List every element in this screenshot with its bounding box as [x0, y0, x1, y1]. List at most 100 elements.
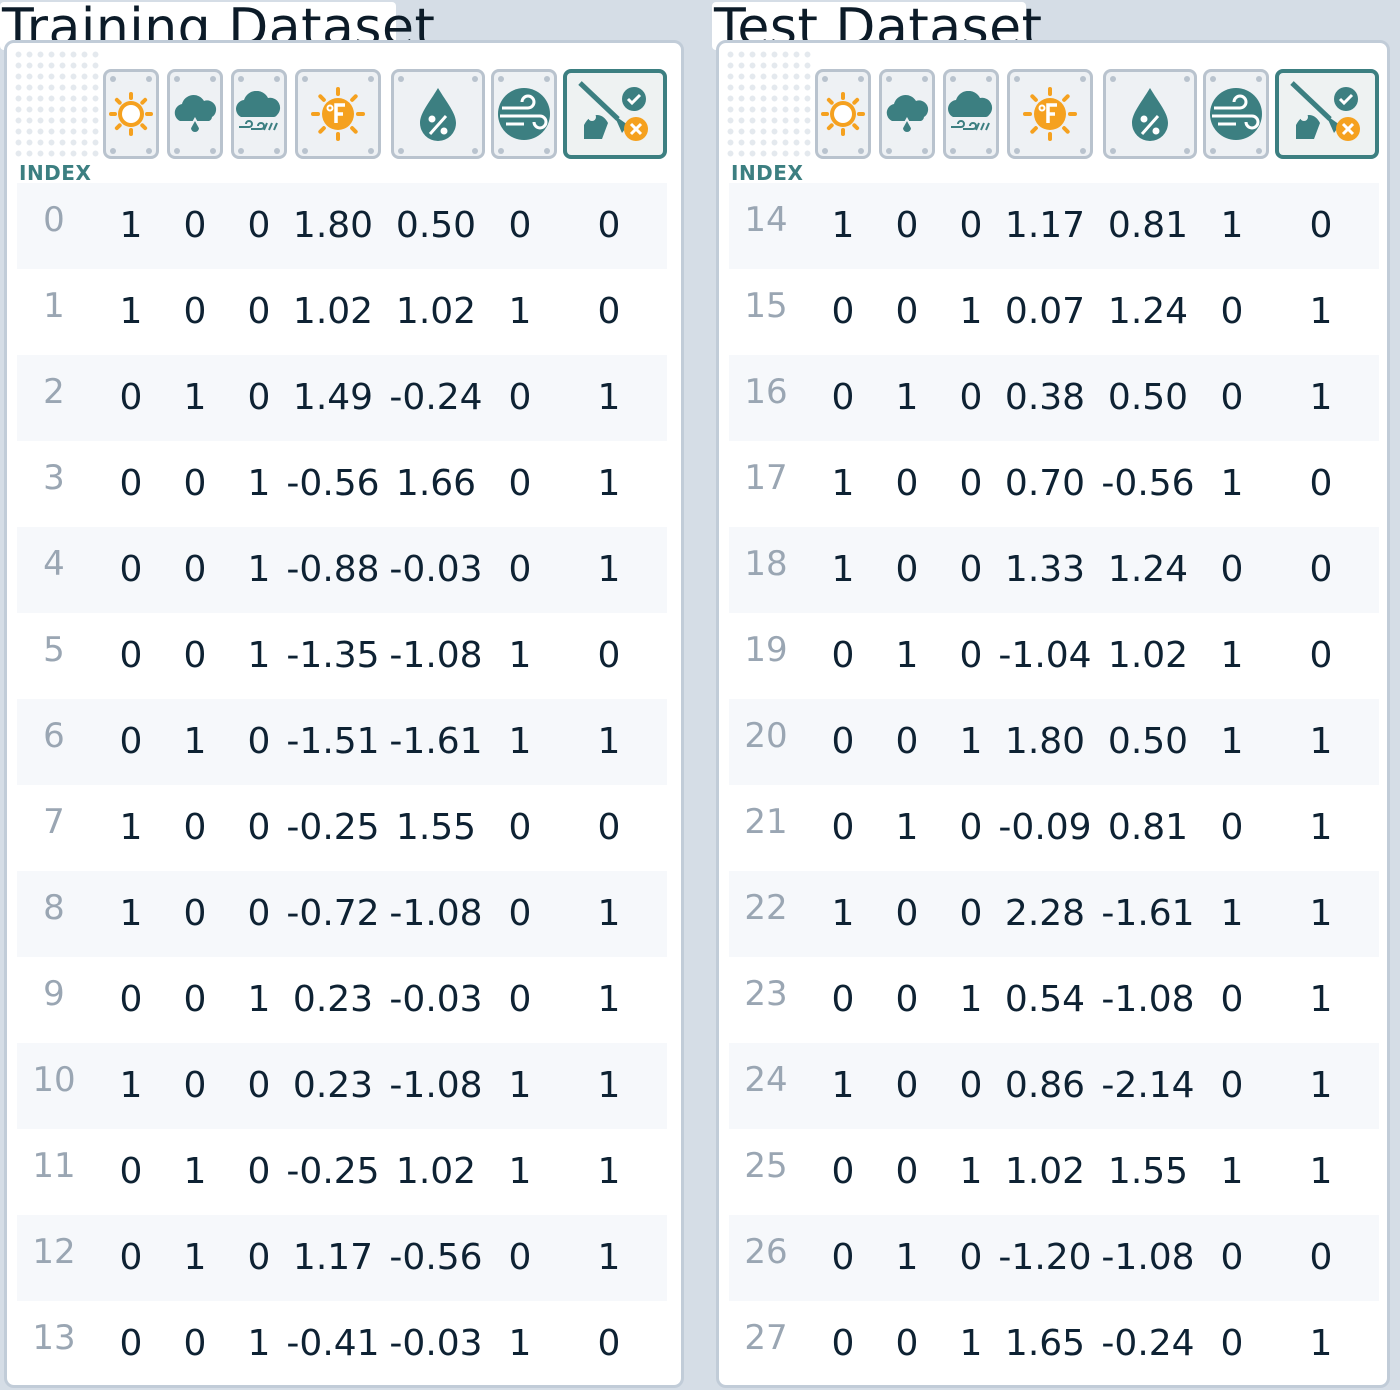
overcast-cell: 0: [895, 979, 919, 1020]
humidity-cell: 1.02: [395, 1151, 477, 1192]
overcast-cell: 1: [183, 377, 207, 418]
training-rows: 0 1 0 0 1.80 0.50 0 0 1 1 0 0 1.02 1.02 1 0 2 0 1 0 1.49 -0.2…: [17, 183, 667, 1387]
play-golf-cell: 1: [1309, 1323, 1333, 1364]
table-row: 14 1 0 0 1.17 0.81 1 0: [729, 183, 1379, 269]
rivet: [922, 148, 928, 154]
rivet: [1080, 76, 1086, 82]
rivet: [238, 148, 244, 154]
index-cell: 18: [744, 544, 788, 584]
play-golf-cell: 0: [1309, 549, 1333, 590]
humidity-cell: 0.50: [1107, 377, 1189, 418]
rivet: [950, 148, 956, 154]
wind-cell: 0: [508, 549, 532, 590]
wind-cell: 0: [1220, 979, 1244, 1020]
humidity-cell: -1.08: [389, 1065, 483, 1106]
wind-cell: 1: [508, 291, 532, 332]
rainy-cell: 1: [959, 1323, 983, 1364]
table-row: 12 0 1 0 1.17 -0.56 0 1: [17, 1215, 667, 1301]
index-cell: 16: [744, 372, 788, 412]
humidity-cell: 0.50: [395, 205, 477, 246]
humidity-cell: 1.66: [395, 463, 477, 504]
table-row: 19 0 1 0 -1.04 1.02 1 0: [729, 613, 1379, 699]
rivet: [922, 76, 928, 82]
rainy-cell: 0: [959, 807, 983, 848]
rivet: [1080, 148, 1086, 154]
humidity-icon-header: [391, 69, 485, 159]
play-golf-cell: 1: [1309, 291, 1333, 332]
test-rows: 14 1 0 0 1.17 0.81 1 0 15 0 0 1 0.07 1.24 0 1 16 0 1 0 0.38 0…: [729, 183, 1379, 1387]
overcast-cell: 0: [183, 979, 207, 1020]
wind-cell: 0: [1220, 1065, 1244, 1106]
rainy-cell: 0: [247, 1237, 271, 1278]
index-cell: 20: [744, 716, 788, 756]
table-row: 2 0 1 0 1.49 -0.24 0 1: [17, 355, 667, 441]
wind-icon: [1208, 86, 1264, 142]
wind-cell: 1: [508, 1151, 532, 1192]
humidity-cell: -2.14: [1101, 1065, 1195, 1106]
overcast-cell: 0: [895, 721, 919, 762]
rainy-icon: [233, 91, 285, 137]
play-golf-cell: 1: [1309, 377, 1333, 418]
wind-cell: 0: [1220, 1323, 1244, 1364]
overcast-cell: 0: [895, 1151, 919, 1192]
temperature-icon: [310, 86, 366, 142]
play-golf-cell: 1: [1309, 721, 1333, 762]
rivet: [210, 76, 216, 82]
overcast-cell: 1: [183, 721, 207, 762]
test-dataset-card: INDEX 14 1 0 0 1.17 0.81 1 0 15 0 0 1 0.07 1.24 0 1 16 0 1…: [716, 40, 1390, 1388]
play-golf-cell: 0: [597, 1323, 621, 1364]
temperature-cell: 0.07: [1004, 291, 1086, 332]
rivet: [210, 148, 216, 154]
dot-pattern: [13, 49, 103, 159]
humidity-cell: -0.56: [1101, 463, 1195, 504]
rainy-cell: 1: [247, 635, 271, 676]
table-row: 13 0 0 1 -0.41 -0.03 1 0: [17, 1301, 667, 1387]
play-golf-cell: 1: [1309, 807, 1333, 848]
index-cell: 17: [744, 458, 788, 498]
overcast-cell: 0: [183, 291, 207, 332]
play-golf-icon: [1288, 79, 1366, 149]
table-row: 0 1 0 0 1.80 0.50 0 0: [17, 183, 667, 269]
rivet: [174, 76, 180, 82]
temperature-cell: 1.49: [292, 377, 374, 418]
sunny-icon: [107, 90, 155, 138]
rainy-cell: 1: [959, 721, 983, 762]
rivet: [498, 76, 504, 82]
overcast-icon: [882, 91, 932, 137]
play-golf-cell: 1: [597, 893, 621, 934]
rivet: [302, 76, 308, 82]
play-golf-cell: 1: [597, 463, 621, 504]
sunny-cell: 0: [119, 463, 143, 504]
sunny-cell: 0: [119, 1237, 143, 1278]
overcast-cell: 0: [895, 205, 919, 246]
wind-cell: 1: [1220, 463, 1244, 504]
wind-cell: 1: [508, 721, 532, 762]
rivet: [950, 76, 956, 82]
temperature-cell: 0.86: [1004, 1065, 1086, 1106]
humidity-cell: 0.81: [1107, 205, 1189, 246]
overcast-cell: 1: [895, 807, 919, 848]
table-row: 22 1 0 0 2.28 -1.61 1 1: [729, 871, 1379, 957]
wind-cell: 0: [1220, 1237, 1244, 1278]
sunny-cell: 1: [119, 205, 143, 246]
index-label: INDEX: [19, 161, 92, 185]
play-golf-cell: 0: [597, 635, 621, 676]
index-cell: 6: [43, 716, 65, 756]
index-cell: 9: [43, 974, 65, 1014]
rainy-icon: [945, 91, 997, 137]
rainy-icon-header: [231, 69, 287, 159]
temperature-cell: 1.80: [1004, 721, 1086, 762]
index-cell: 1: [43, 286, 65, 326]
overcast-cell: 0: [895, 549, 919, 590]
humidity-cell: -1.08: [389, 893, 483, 934]
rainy-icon-header: [943, 69, 999, 159]
index-cell: 7: [43, 802, 65, 842]
temperature-cell: 0.54: [1004, 979, 1086, 1020]
humidity-icon: [415, 85, 461, 143]
table-row: 27 0 0 1 1.65 -0.24 0 1: [729, 1301, 1379, 1387]
sunny-cell: 0: [119, 979, 143, 1020]
wind-cell: 0: [508, 377, 532, 418]
rainy-cell: 1: [247, 549, 271, 590]
sunny-cell: 0: [831, 1151, 855, 1192]
temperature-icon-header: [295, 69, 381, 159]
